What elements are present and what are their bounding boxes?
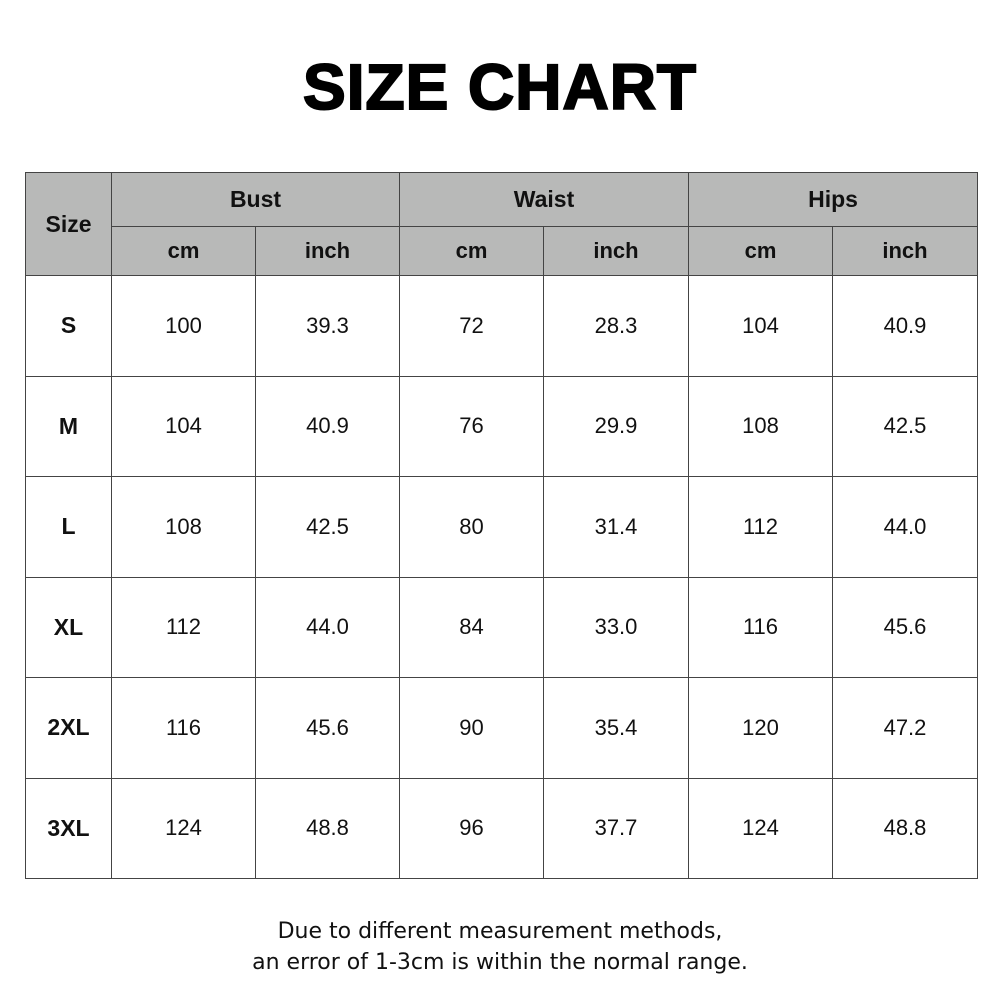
unit-header: inch bbox=[832, 226, 978, 276]
table-row: S 100 39.3 72 28.3 104 40.9 bbox=[25, 275, 978, 377]
measurement-cell: 48.8 bbox=[255, 777, 400, 879]
measurement-cell: 29.9 bbox=[543, 375, 689, 477]
size-label: 3XL bbox=[25, 777, 112, 879]
table-row: 3XL 124 48.8 96 37.7 124 48.8 bbox=[25, 777, 978, 879]
measurement-cell: 100 bbox=[111, 275, 256, 377]
measurement-cell: 76 bbox=[399, 375, 544, 477]
measurement-cell: 35.4 bbox=[543, 677, 689, 779]
measurement-cell: 84 bbox=[399, 576, 544, 678]
measurement-cell: 28.3 bbox=[543, 275, 689, 377]
measurement-cell: 33.0 bbox=[543, 576, 689, 678]
measurement-cell: 47.2 bbox=[832, 677, 978, 779]
measurement-cell: 42.5 bbox=[255, 476, 400, 578]
size-label: L bbox=[25, 476, 112, 578]
measurement-note: Due to different measurement methods, an… bbox=[0, 916, 1000, 978]
measurement-cell: 48.8 bbox=[832, 777, 978, 879]
unit-header: inch bbox=[255, 226, 400, 276]
note-line-1: Due to different measurement methods, bbox=[277, 919, 723, 944]
note-line-2: an error of 1-3cm is within the normal r… bbox=[252, 950, 748, 975]
size-header: Size bbox=[25, 172, 112, 276]
size-chart-table: Size Bust Waist Hips cm inch cm inch cm inch … bbox=[25, 172, 978, 879]
measurement-cell: 124 bbox=[111, 777, 256, 879]
measurement-cell: 42.5 bbox=[832, 375, 978, 477]
measurement-cell: 80 bbox=[399, 476, 544, 578]
measurement-cell: 45.6 bbox=[832, 576, 978, 678]
group-header-hips: Hips bbox=[688, 172, 978, 227]
size-label: 2XL bbox=[25, 677, 112, 779]
table-row: 2XL 116 45.6 90 35.4 120 47.2 bbox=[25, 677, 978, 779]
measurement-cell: 72 bbox=[399, 275, 544, 377]
measurement-cell: 90 bbox=[399, 677, 544, 779]
size-label: M bbox=[25, 375, 112, 477]
measurement-cell: 108 bbox=[111, 476, 256, 578]
measurement-cell: 108 bbox=[688, 375, 833, 477]
table-row: L 108 42.5 80 31.4 112 44.0 bbox=[25, 476, 978, 578]
table-row: M 104 40.9 76 29.9 108 42.5 bbox=[25, 375, 978, 477]
measurement-cell: 45.6 bbox=[255, 677, 400, 779]
table-row: XL 112 44.0 84 33.0 116 45.6 bbox=[25, 576, 978, 678]
measurement-cell: 116 bbox=[111, 677, 256, 779]
measurement-cell: 120 bbox=[688, 677, 833, 779]
unit-header: cm bbox=[399, 226, 544, 276]
size-label: XL bbox=[25, 576, 112, 678]
measurement-cell: 44.0 bbox=[832, 476, 978, 578]
page-title: SIZE CHART bbox=[302, 50, 697, 124]
measurement-cell: 124 bbox=[688, 777, 833, 879]
measurement-cell: 44.0 bbox=[255, 576, 400, 678]
size-label: S bbox=[25, 275, 112, 377]
measurement-cell: 40.9 bbox=[255, 375, 400, 477]
measurement-cell: 39.3 bbox=[255, 275, 400, 377]
group-header-waist: Waist bbox=[399, 172, 689, 227]
group-header-bust: Bust bbox=[111, 172, 400, 227]
measurement-cell: 104 bbox=[688, 275, 833, 377]
measurement-cell: 112 bbox=[111, 576, 256, 678]
measurement-cell: 96 bbox=[399, 777, 544, 879]
measurement-cell: 104 bbox=[111, 375, 256, 477]
unit-header: inch bbox=[543, 226, 689, 276]
measurement-cell: 31.4 bbox=[543, 476, 689, 578]
unit-header: cm bbox=[111, 226, 256, 276]
measurement-cell: 116 bbox=[688, 576, 833, 678]
measurement-cell: 37.7 bbox=[543, 777, 689, 879]
measurement-cell: 112 bbox=[688, 476, 833, 578]
measurement-cell: 40.9 bbox=[832, 275, 978, 377]
unit-header: cm bbox=[688, 226, 833, 276]
